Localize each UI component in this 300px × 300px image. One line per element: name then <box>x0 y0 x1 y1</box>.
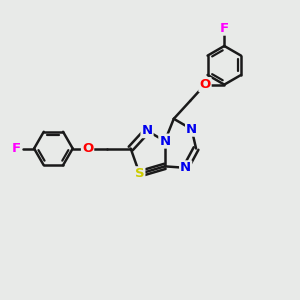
Text: O: O <box>200 78 211 91</box>
Text: S: S <box>135 167 144 180</box>
Text: N: N <box>142 124 153 137</box>
Text: N: N <box>180 161 191 174</box>
Text: N: N <box>186 123 197 136</box>
Text: N: N <box>159 135 170 148</box>
Text: O: O <box>82 142 93 155</box>
Text: F: F <box>220 22 229 34</box>
Text: F: F <box>12 142 21 155</box>
